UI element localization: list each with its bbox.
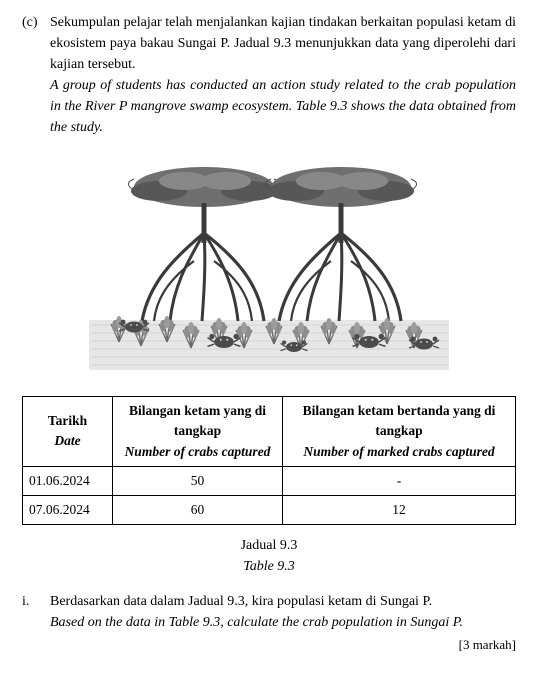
subquestion-en: Based on the data in Table 9.3, calculat… (50, 612, 516, 633)
cell-date: 01.06.2024 (23, 466, 113, 495)
col-marked-en: Number of marked crabs captured (289, 442, 509, 462)
subquestion-body: Berdasarkan data dalam Jadual 9.3, kira … (50, 591, 516, 633)
mangrove-tree-left (128, 167, 279, 321)
cell-marked: 12 (283, 496, 516, 525)
col-marked-header: Bilangan ketam bertanda yang di tangkap … (283, 397, 516, 467)
caption-en: Table 9.3 (22, 556, 516, 577)
question-c: (c) Sekumpulan pelajar telah menjalankan… (22, 12, 516, 138)
question-paragraph-en: A group of students has conducted an act… (50, 75, 516, 138)
page: (c) Sekumpulan pelajar telah menjalankan… (0, 0, 538, 687)
table-row: 07.06.2024 60 12 (23, 496, 516, 525)
subquestion-label: i. (22, 591, 50, 633)
cell-date: 07.06.2024 (23, 496, 113, 525)
question-paragraph-ms: Sekumpulan pelajar telah menjalankan kaj… (50, 12, 516, 75)
caption-ms: Jadual 9.3 (22, 535, 516, 556)
table-header-row: Tarikh Date Bilangan ketam yang di tangk… (23, 397, 516, 467)
subquestion-ms: Berdasarkan data dalam Jadual 9.3, kira … (50, 591, 516, 612)
col-date-header: Tarikh Date (23, 397, 113, 467)
subquestion-marks: [3 markah] (22, 635, 516, 655)
mangrove-illustration (79, 152, 459, 382)
data-table: Tarikh Date Bilangan ketam yang di tangk… (22, 396, 516, 525)
question-body: Sekumpulan pelajar telah menjalankan kaj… (50, 12, 516, 138)
mangrove-svg (79, 152, 459, 382)
question-label: (c) (22, 12, 50, 138)
col-marked-ms: Bilangan ketam bertanda yang di tangkap (289, 401, 509, 442)
col-captured-en: Number of crabs captured (119, 442, 276, 462)
mangrove-tree-right (265, 167, 416, 321)
col-date-en: Date (29, 431, 106, 451)
col-captured-ms: Bilangan ketam yang di tangkap (119, 401, 276, 442)
col-date-ms: Tarikh (29, 411, 106, 431)
table-caption: Jadual 9.3 Table 9.3 (22, 535, 516, 577)
cell-captured: 50 (113, 466, 283, 495)
subquestion-i: i. Berdasarkan data dalam Jadual 9.3, ki… (22, 591, 516, 633)
cell-marked: - (283, 466, 516, 495)
col-captured-header: Bilangan ketam yang di tangkap Number of… (113, 397, 283, 467)
cell-captured: 60 (113, 496, 283, 525)
table-row: 01.06.2024 50 - (23, 466, 516, 495)
